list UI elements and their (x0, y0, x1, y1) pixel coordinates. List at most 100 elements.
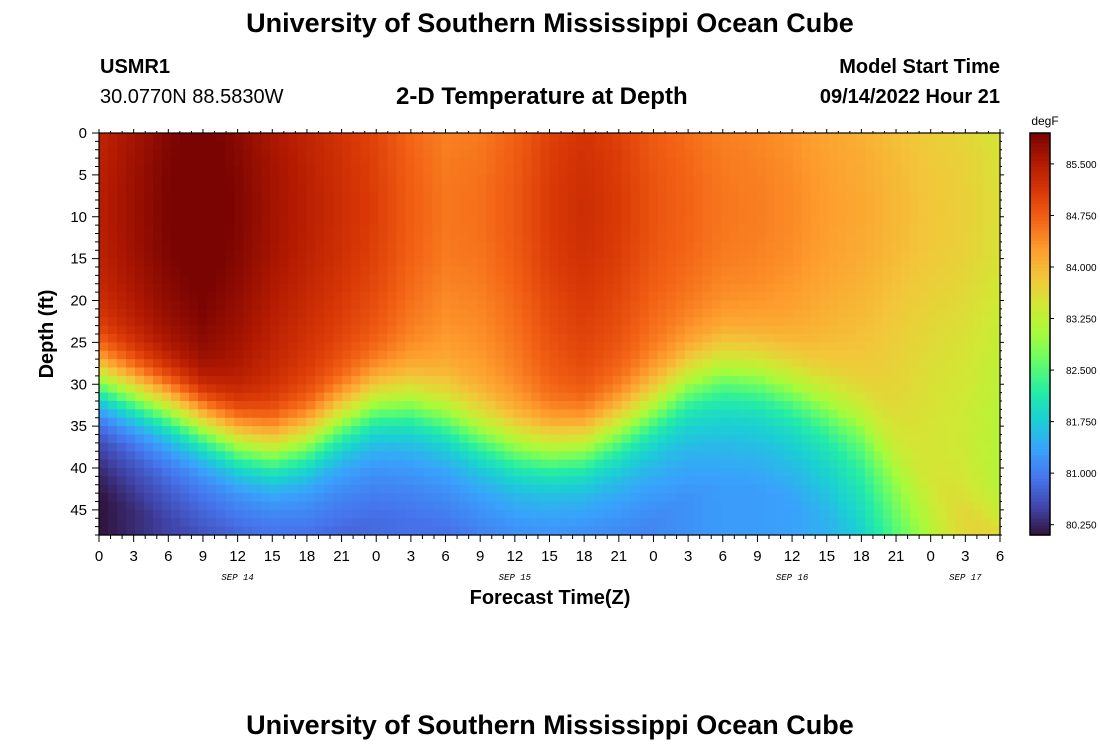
heatmap-cell (333, 417, 343, 427)
heatmap-cell (783, 258, 794, 268)
heatmap-cell (369, 200, 379, 209)
heatmap-cell (441, 283, 451, 293)
heatmap-cell (504, 166, 515, 176)
heatmap-cell (612, 476, 623, 486)
heatmap-cell (630, 350, 641, 360)
heatmap-cell (423, 225, 433, 235)
heatmap-cell (702, 325, 713, 335)
heatmap-cell (981, 250, 992, 260)
heatmap-cell (801, 501, 812, 511)
heatmap-cell (531, 308, 542, 318)
heatmap-cell (648, 342, 659, 352)
heatmap-cell (936, 233, 947, 243)
heatmap-cell (828, 208, 839, 218)
heatmap-cell (954, 392, 965, 402)
heatmap-cell (522, 417, 533, 427)
heatmap-cell (126, 350, 136, 360)
heatmap-cell (729, 149, 740, 159)
heatmap-cell (126, 334, 136, 343)
heatmap-cell (621, 409, 632, 419)
heatmap-cell (747, 267, 758, 276)
heatmap-cell (486, 233, 497, 243)
heatmap-cell (531, 208, 542, 218)
heatmap-cell (891, 375, 902, 385)
heatmap-cell (774, 493, 785, 503)
heatmap-cell (864, 325, 875, 335)
heatmap-cell (639, 434, 650, 444)
heatmap-cell (288, 308, 298, 318)
heatmap-cell (756, 501, 767, 511)
heatmap-cell (216, 434, 226, 444)
heatmap-cell (945, 434, 956, 444)
heatmap-cell (927, 484, 938, 494)
heatmap-cell (954, 191, 965, 201)
heatmap-cell (522, 375, 533, 385)
heatmap-cell (441, 359, 451, 369)
heatmap-cell (576, 434, 587, 444)
heatmap-cell (153, 401, 163, 410)
heatmap-cell (324, 526, 334, 536)
heatmap-cell (846, 526, 857, 536)
heatmap-cell (576, 359, 587, 369)
heatmap-cell (549, 409, 560, 419)
heatmap-cell (774, 258, 785, 268)
heatmap-cell (126, 241, 136, 251)
heatmap-cell (684, 158, 695, 168)
heatmap-cell (144, 484, 154, 494)
heatmap-cell (234, 375, 244, 385)
heatmap-cell (531, 375, 542, 385)
heatmap-cell (243, 267, 253, 276)
heatmap-cell (918, 493, 929, 503)
heatmap-cell (351, 468, 361, 477)
heatmap-cell (819, 300, 830, 310)
heatmap-cell (504, 174, 515, 184)
heatmap-cell (765, 392, 776, 402)
heatmap-cell (180, 166, 190, 176)
heatmap-cell (171, 174, 181, 184)
heatmap-cell (333, 401, 343, 410)
heatmap-cell (927, 292, 938, 302)
heatmap-cell (333, 451, 343, 461)
heatmap-cell (198, 166, 208, 176)
heatmap-cell (873, 149, 884, 159)
heatmap-cell (153, 250, 163, 260)
heatmap-cell (810, 350, 821, 360)
heatmap-cell (846, 200, 857, 209)
heatmap-cell (144, 451, 154, 461)
heatmap-cell (225, 267, 235, 276)
heatmap-cell (630, 158, 641, 168)
heatmap-cell (108, 283, 118, 293)
heatmap-cell (270, 468, 280, 477)
heatmap-cell (450, 401, 460, 410)
heatmap-cell (837, 342, 848, 352)
heatmap-cell (702, 133, 713, 142)
heatmap-cell (711, 233, 722, 243)
heatmap-cell (774, 267, 785, 276)
heatmap-cell (945, 166, 956, 176)
heatmap-cell (783, 149, 794, 159)
heatmap-cell (369, 241, 379, 251)
heatmap-cell (306, 258, 316, 268)
heatmap-cell (522, 141, 533, 151)
heatmap-cell (891, 158, 902, 168)
heatmap-cell (252, 468, 262, 477)
heatmap-cell (585, 493, 596, 503)
heatmap-cell (459, 183, 470, 193)
heatmap-cell (882, 133, 893, 142)
heatmap-cell (315, 267, 325, 276)
heatmap-cell (612, 241, 623, 251)
heatmap-cell (612, 258, 623, 268)
heatmap-cell (648, 241, 659, 251)
heatmap-cell (180, 141, 190, 151)
heatmap-cell (621, 468, 632, 477)
heatmap-cell (234, 183, 244, 193)
heatmap-cell (873, 401, 884, 410)
heatmap-cell (990, 317, 1001, 327)
heatmap-cell (954, 493, 965, 503)
heatmap-cell (423, 200, 433, 209)
heatmap-cell (675, 208, 686, 218)
heatmap-cell (603, 526, 614, 536)
heatmap-cell (963, 334, 974, 343)
heatmap-cell (333, 484, 343, 494)
heatmap-cell (684, 233, 695, 243)
